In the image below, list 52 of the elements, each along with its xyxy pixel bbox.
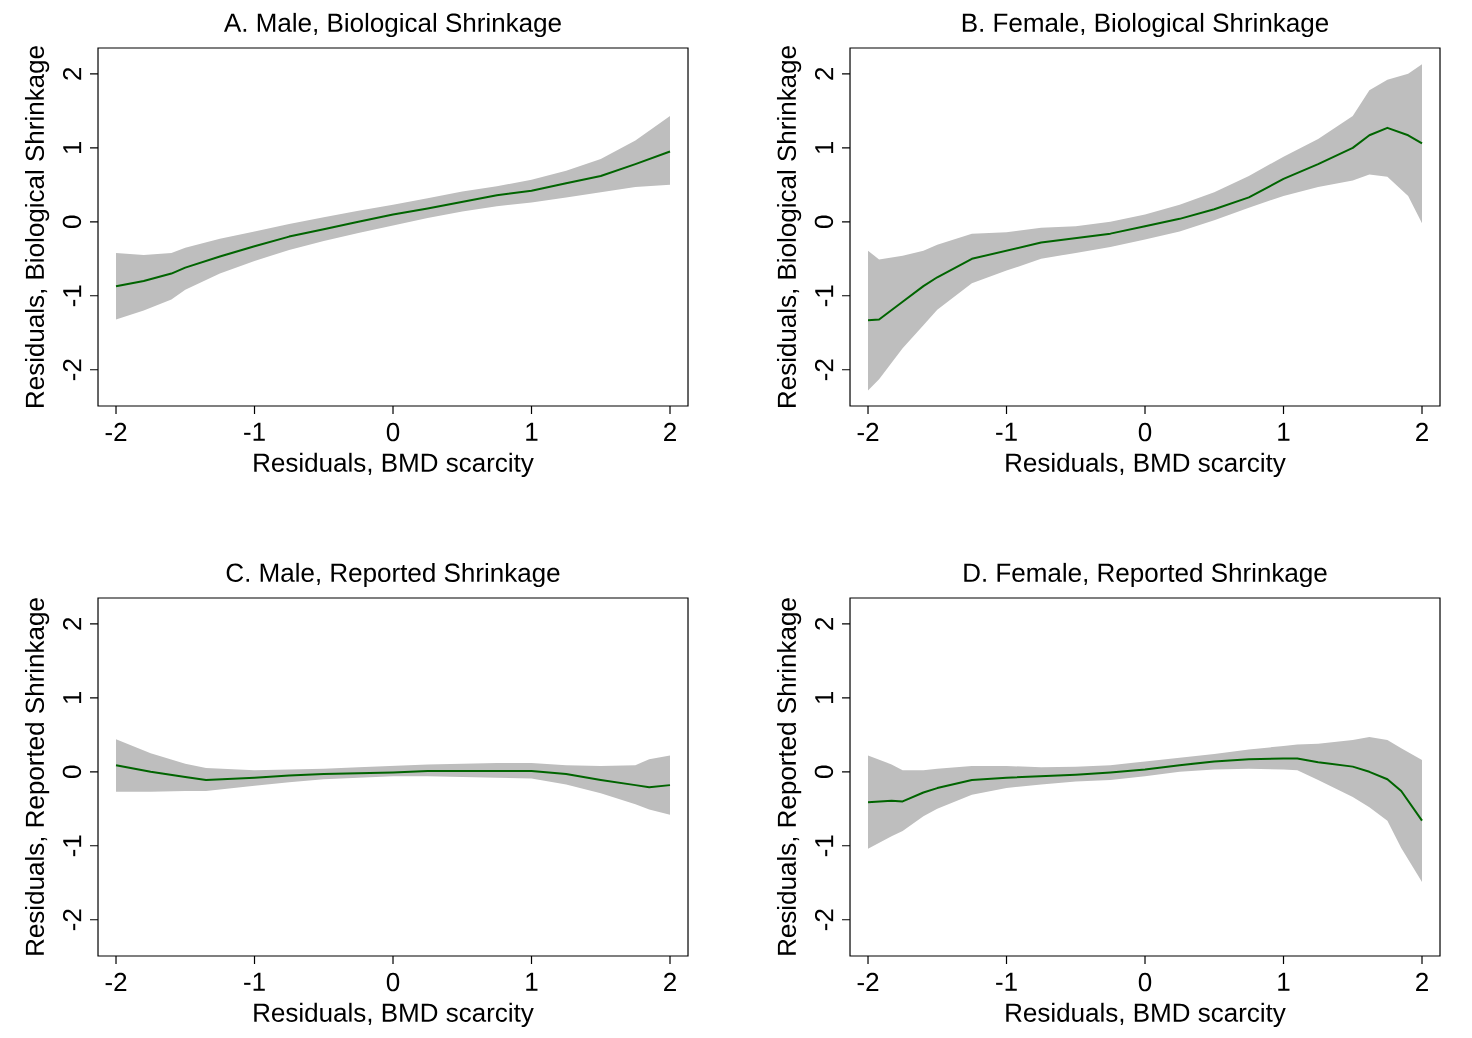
x-tick-label: -2 [857,422,879,442]
y-tick-label: 1 [815,691,834,704]
x-tick-label: -2 [857,972,879,992]
x-tick-label: 1 [526,422,538,441]
x-tick-label: 2 [1416,422,1428,442]
y-axis-title: Residuals, Biological Shrinkage [776,46,802,407]
y-tick-label: -1 [815,835,834,857]
x-axis-title: Residuals, BMD scarcity [1006,1002,1286,1028]
x-tick-label: -1 [244,972,265,991]
x-tick-label: -2 [105,422,127,442]
y-tick-label: 0 [814,765,834,779]
y-tick-label: 1 [63,141,82,154]
x-tick-label: 1 [526,972,538,991]
y-tick-label: 0 [62,215,82,229]
y-axis-title: Residuals, Reported Shrinkage [24,598,50,955]
y-tick-label: 1 [815,141,834,154]
x-tick-label: 0 [1138,972,1152,992]
chart-title: C. Male, Reported Shrinkage [226,562,560,588]
y-tick-label: 2 [814,67,834,80]
y-tick-label: 2 [814,617,834,630]
y-tick-label: 1 [63,691,82,704]
x-tick-label: -1 [996,422,1017,441]
y-tick-label: -1 [815,285,834,307]
x-tick-label: -2 [105,972,127,992]
x-axis-title: Residuals, BMD scarcity [254,1002,534,1028]
y-tick-label: 2 [62,617,82,630]
x-tick-label: 1 [1278,972,1290,991]
x-axis-title: Residuals, BMD scarcity [254,452,534,478]
x-tick-label: -1 [996,972,1017,991]
y-tick-label: 2 [62,67,82,80]
y-tick-label: -1 [63,285,82,307]
x-tick-label: 1 [1278,422,1290,441]
x-tick-label: 0 [386,422,400,442]
x-tick-label: 2 [664,972,676,992]
x-tick-label: -1 [244,422,265,441]
chart-title: B. Female, Biological Shrinkage [962,12,1329,38]
chart-title: D. Female, Reported Shrinkage [964,562,1327,588]
y-tick-label: 0 [62,765,82,779]
x-tick-label: 0 [1138,422,1152,442]
y-tick-label: -1 [63,835,82,857]
y-tick-label: -2 [814,359,834,381]
x-tick-label: 2 [1416,972,1428,992]
x-tick-label: 0 [386,972,400,992]
y-axis-title: Residuals, Biological Shrinkage [24,46,50,407]
chart-title: A. Male, Biological Shrinkage [223,12,561,38]
y-tick-label: -2 [814,909,834,931]
x-axis-title: Residuals, BMD scarcity [1006,452,1286,478]
x-tick-label: 2 [664,422,676,442]
y-axis-title: Residuals, Reported Shrinkage [776,598,802,955]
y-tick-label: -2 [62,359,82,381]
y-tick-label: -2 [62,909,82,931]
y-tick-label: 0 [814,215,834,229]
